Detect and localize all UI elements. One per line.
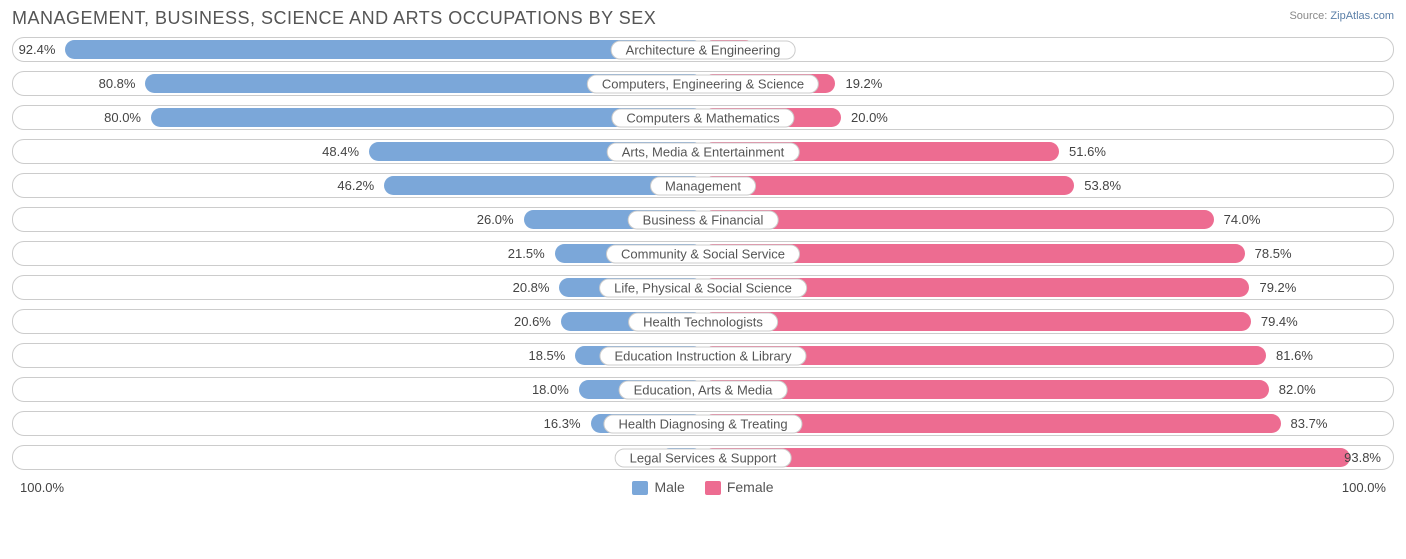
legend-female: Female [705,479,774,495]
male-value: 16.3% [534,412,591,435]
female-value: 51.6% [1059,140,1116,163]
category-label: Community & Social Service [606,244,800,263]
female-value: 78.5% [1245,242,1302,265]
chart-row: 21.5% 78.5% Community & Social Service [12,241,1394,266]
female-value: 79.4% [1251,310,1308,333]
chart-row: 80.0% 20.0% Computers & Mathematics [12,105,1394,130]
male-value: 20.8% [503,276,560,299]
female-bar [703,448,1350,467]
chart-row: 46.2% 53.8% Management [12,173,1394,198]
axis-right-label: 100.0% [1342,480,1386,495]
female-value: 79.2% [1249,276,1306,299]
chart-row: 20.8% 79.2% Life, Physical & Social Scienc… [12,275,1394,300]
header: MANAGEMENT, BUSINESS, SCIENCE AND ARTS O… [12,8,1394,29]
legend: Male Female [632,479,773,495]
chart-row: 48.4% 51.6% Arts, Media & Entertainment [12,139,1394,164]
chart-row: 92.4%7.6%Architecture & Engineering [12,37,1394,62]
female-value: 53.8% [1074,174,1131,197]
axis-left-label: 100.0% [20,480,64,495]
legend-female-label: Female [727,479,774,495]
category-label: Architecture & Engineering [611,40,796,59]
female-bar [703,380,1269,399]
category-label: Computers & Mathematics [611,108,794,127]
male-value: 26.0% [467,208,524,231]
category-label: Arts, Media & Entertainment [607,142,800,161]
category-label: Management [650,176,756,195]
female-value: 20.0% [841,106,898,129]
male-value: 21.5% [498,242,555,265]
female-bar [703,176,1074,195]
chart-row: 6.3%93.8%Legal Services & Support [12,445,1394,470]
chart-row: 26.0% 74.0% Business & Financial [12,207,1394,232]
male-value: 80.0% [94,106,151,129]
female-value: 81.6% [1266,344,1323,367]
legend-male-swatch [632,481,648,495]
female-bar [703,210,1214,229]
female-value: 93.8% [1334,446,1391,469]
chart-title: MANAGEMENT, BUSINESS, SCIENCE AND ARTS O… [12,8,656,29]
legend-female-swatch [705,481,721,495]
category-label: Legal Services & Support [615,448,792,467]
male-value: 46.2% [327,174,384,197]
chart-row: 16.3% 83.7% Health Diagnosing & Treating [12,411,1394,436]
male-value: 80.8% [89,72,146,95]
male-value: 18.5% [518,344,575,367]
chart-row: 20.6% 79.4% Health Technologists [12,309,1394,334]
male-value: 18.0% [522,378,579,401]
male-value: 20.6% [504,310,561,333]
male-bar [65,40,703,59]
chart-row: 18.5% 81.6% Education Instruction & Librar… [12,343,1394,368]
category-label: Health Technologists [628,312,778,331]
category-label: Business & Financial [628,210,779,229]
category-label: Computers, Engineering & Science [587,74,819,93]
chart-row: 80.8% 19.2% Computers, Engineering & Scien… [12,71,1394,96]
chart-rows: 92.4%7.6%Architecture & Engineering 80.8%… [12,37,1394,470]
legend-male-label: Male [654,479,684,495]
male-value: 92.4% [12,38,65,61]
legend-male: Male [632,479,684,495]
female-value: 19.2% [835,72,892,95]
chart-footer: 100.0% Male Female 100.0% [12,479,1394,495]
source-value: ZipAtlas.com [1330,10,1394,22]
female-bar [703,312,1251,331]
female-value: 82.0% [1269,378,1326,401]
female-value: 83.7% [1281,412,1338,435]
category-label: Life, Physical & Social Science [599,278,807,297]
source-attribution: Source: ZipAtlas.com [1289,10,1394,22]
male-value: 48.4% [312,140,369,163]
female-value: 74.0% [1214,208,1271,231]
category-label: Education, Arts & Media [619,380,788,399]
source-label: Source: [1289,10,1327,22]
category-label: Health Diagnosing & Treating [603,414,802,433]
chart-row: 18.0% 82.0% Education, Arts & Media [12,377,1394,402]
category-label: Education Instruction & Library [599,346,806,365]
